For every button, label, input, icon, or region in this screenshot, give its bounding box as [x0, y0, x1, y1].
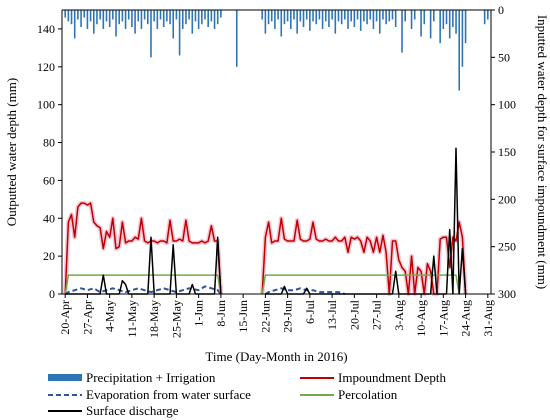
x-tick-label: 8-Jun [214, 300, 228, 327]
y-right-tick-label: 200 [498, 192, 516, 206]
x-tick-label: 18-May [147, 300, 161, 338]
x-tick-label: 13-Jul [325, 299, 339, 330]
legend-label: Surface discharge [86, 403, 179, 418]
x-tick-label: 6-Jul [303, 299, 317, 324]
x-tick-label: 3-Aug [392, 300, 406, 331]
legend-item: Impoundment Depth [300, 370, 446, 385]
legend-label: Evaporation from water surface [86, 387, 251, 402]
x-tick-label: 20-Jul [347, 299, 361, 330]
legend-item: Surface discharge [48, 403, 179, 418]
y-right-tick-label: 300 [498, 287, 516, 301]
legend-item: Evaporation from water surface [48, 387, 251, 402]
y-right-tick-label: 150 [498, 145, 516, 159]
series-impoundment-depth [62, 200, 468, 297]
y-left-tick-label: 100 [37, 98, 55, 112]
x-tick-label: 11-May [125, 300, 139, 338]
y-left-tick-label: 40 [43, 211, 55, 225]
y-right-tick-label: 250 [498, 240, 516, 254]
series-line [64, 202, 222, 295]
y-left-tick-label: 20 [43, 249, 55, 263]
series-line [64, 274, 222, 295]
y-left-tick-label: 140 [37, 22, 55, 36]
x-tick-label: 24-Aug [459, 300, 473, 337]
y-right-tick-label: 0 [498, 3, 504, 17]
legend: Precipitation + Irrigation Impoundment De… [48, 370, 446, 418]
series-percolation [64, 274, 460, 295]
series-line [264, 287, 346, 295]
x-tick-label: 17-Aug [436, 300, 450, 337]
legend-item: Percolation [300, 387, 398, 402]
x-tick-label: 29-Jun [281, 300, 295, 333]
impoundment-glow [62, 200, 224, 295]
y-right-tick-label: 100 [498, 98, 516, 112]
x-axis-title: Time (Day-Month in 2016) [205, 349, 347, 364]
axes-layer: 0 20 40 60 80 100 120 140 0 50 100 150 200 250 300 20-A… [37, 3, 516, 338]
x-tick-label: 22-Jun [258, 300, 272, 333]
y-axis-right-title: Inputted water depth for surface impound… [535, 15, 550, 289]
legend-label: Precipitation + Irrigation [86, 370, 216, 385]
legend-label: Impoundment Depth [338, 370, 446, 385]
y-axis-left-title: Outputted water depth (mm) [4, 78, 19, 226]
series-precipitation-irrigation [64, 10, 489, 91]
series-line [261, 274, 460, 295]
x-tick-label: 27-Apr [80, 300, 94, 335]
series-line [65, 236, 222, 295]
x-tick-label: 27-Jul [370, 299, 384, 330]
y-left-tick-label: 60 [43, 173, 55, 187]
y-left-tick-label: 80 [43, 136, 55, 150]
legend-item: Precipitation + Irrigation [48, 370, 216, 385]
x-tick-label: 25-May [169, 300, 183, 338]
series-line [64, 285, 222, 295]
x-tick-label: 31-Aug [481, 300, 495, 337]
series-line [261, 217, 467, 295]
y-left-tick-label: 120 [37, 60, 55, 74]
x-tick-label: 10-Aug [414, 300, 428, 337]
legend-label: Percolation [338, 387, 398, 402]
series-layer [62, 10, 489, 297]
series-evaporation-from-water-surface [64, 285, 346, 295]
y-right-tick-label: 50 [498, 50, 510, 64]
impoundment-glow [259, 216, 468, 297]
y-left-tick-label: 0 [49, 287, 55, 301]
x-tick-label: 1-Jun [192, 300, 206, 327]
x-tick-label: 20-Apr [58, 300, 72, 335]
legend-swatch [48, 374, 82, 381]
x-tick-label: 4-May [103, 300, 117, 332]
x-tick-label: 15-Jun [236, 300, 250, 333]
